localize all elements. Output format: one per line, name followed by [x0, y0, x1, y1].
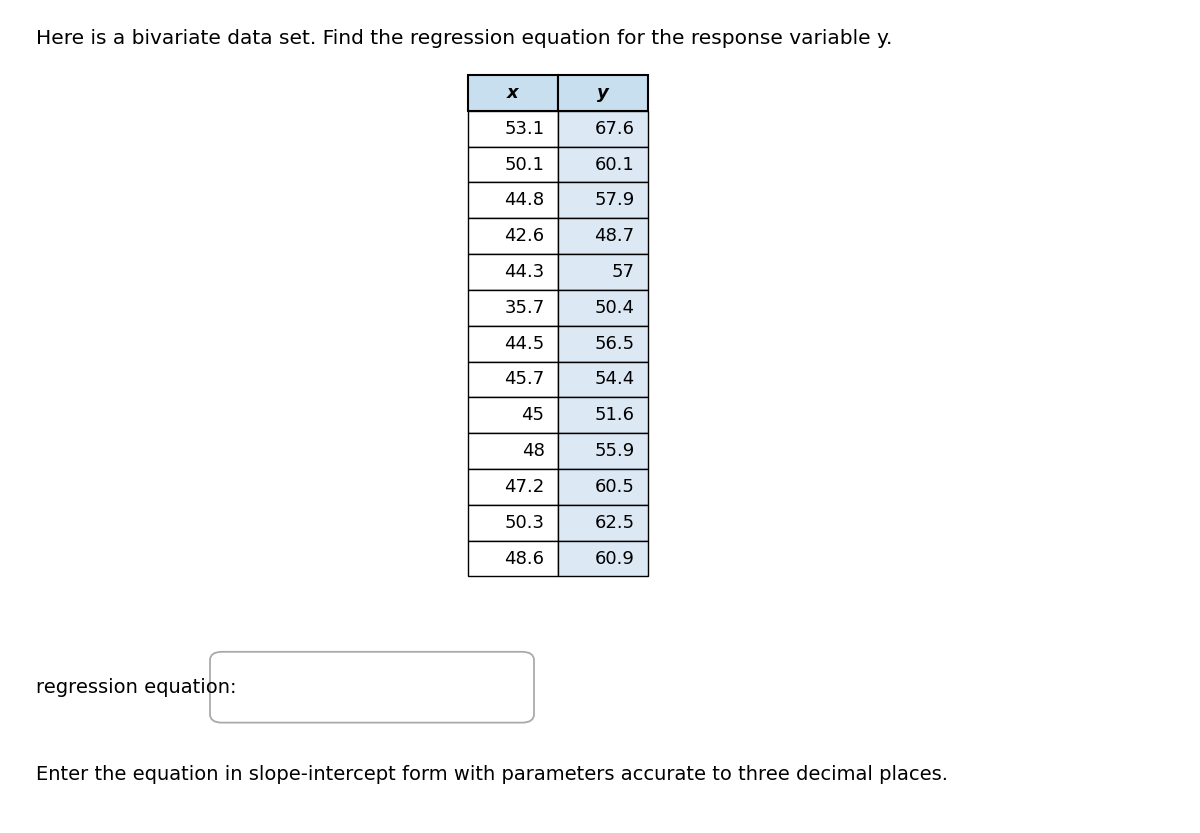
Text: 47.2: 47.2	[504, 478, 545, 496]
Bar	[558, 75, 648, 111]
Bar	[558, 362, 648, 397]
Text: Here is a bivariate data set. Find the regression equation for the response vari: Here is a bivariate data set. Find the r…	[36, 29, 893, 48]
Bar	[468, 111, 558, 147]
Bar	[558, 290, 648, 326]
Bar	[468, 433, 558, 469]
Bar	[558, 254, 648, 290]
Bar	[468, 469, 558, 505]
Bar	[468, 541, 558, 576]
Bar	[468, 326, 558, 362]
Text: Enter the equation in slope-intercept form with parameters accurate to three dec: Enter the equation in slope-intercept fo…	[36, 766, 948, 784]
Text: 56.5: 56.5	[594, 335, 635, 352]
Text: 44.5: 44.5	[504, 335, 545, 352]
Bar	[558, 541, 648, 576]
Bar	[558, 218, 648, 254]
Bar	[468, 147, 558, 182]
Text: 44.8: 44.8	[504, 192, 545, 209]
Text: 48.6: 48.6	[504, 550, 545, 567]
Text: 57: 57	[612, 263, 635, 281]
Bar	[558, 326, 648, 362]
Text: 51.6: 51.6	[594, 407, 635, 424]
Bar	[468, 182, 558, 218]
Text: 48: 48	[522, 442, 545, 460]
Text: 45: 45	[522, 407, 545, 424]
Bar	[468, 290, 558, 326]
Bar	[468, 218, 558, 254]
Text: 57.9: 57.9	[594, 192, 635, 209]
Text: 62.5: 62.5	[594, 514, 635, 531]
Text: 60.9: 60.9	[595, 550, 635, 567]
Bar	[468, 75, 558, 111]
Text: 44.3: 44.3	[504, 263, 545, 281]
Bar	[558, 182, 648, 218]
Text: regression equation:: regression equation:	[36, 678, 236, 696]
Text: 60.1: 60.1	[595, 156, 635, 173]
Bar	[558, 147, 648, 182]
Bar	[558, 111, 648, 147]
Text: y: y	[598, 84, 608, 102]
Text: 42.6: 42.6	[504, 227, 545, 245]
Bar	[468, 254, 558, 290]
Text: 53.1: 53.1	[504, 120, 545, 137]
Bar	[558, 433, 648, 469]
Text: 50.3: 50.3	[504, 514, 545, 531]
Text: 48.7: 48.7	[594, 227, 635, 245]
Text: 45.7: 45.7	[504, 371, 545, 388]
Text: 67.6: 67.6	[594, 120, 635, 137]
Bar	[468, 505, 558, 541]
Text: 60.5: 60.5	[595, 478, 635, 496]
FancyBboxPatch shape	[210, 651, 534, 723]
Bar	[558, 397, 648, 433]
Bar	[468, 362, 558, 397]
Text: 55.9: 55.9	[594, 442, 635, 460]
Text: x: x	[508, 84, 518, 102]
Bar	[468, 397, 558, 433]
Text: 50.1: 50.1	[505, 156, 545, 173]
Text: 35.7: 35.7	[504, 299, 545, 317]
Text: 50.4: 50.4	[594, 299, 635, 317]
Text: 54.4: 54.4	[594, 371, 635, 388]
Bar	[558, 469, 648, 505]
Bar	[558, 505, 648, 541]
